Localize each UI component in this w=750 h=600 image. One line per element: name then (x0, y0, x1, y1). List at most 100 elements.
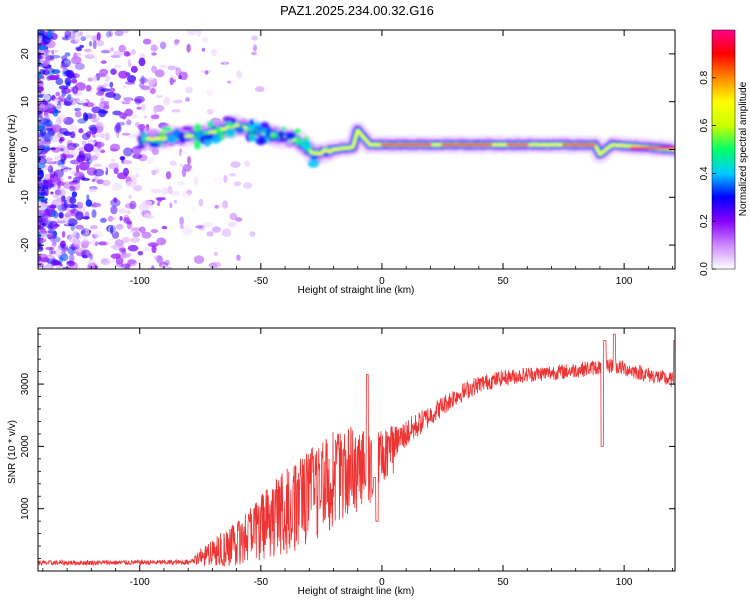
noise-blob (50, 250, 57, 255)
noise-blob (199, 224, 206, 231)
noise-blob (39, 103, 45, 109)
ridge-blob (307, 158, 320, 168)
noise-blob (100, 258, 111, 266)
noise-blob (81, 254, 88, 259)
noise-blob (96, 32, 101, 41)
noise-blob (141, 231, 152, 239)
noise-blob (78, 128, 84, 134)
colorbar-frame (711, 29, 736, 270)
noise-blob (74, 38, 81, 43)
spectrogram-x-tick-label: 100 (616, 276, 633, 287)
spectrogram-x-tick-label: -50 (254, 276, 269, 287)
noise-blob (138, 77, 149, 84)
noise-blob (106, 31, 111, 38)
spectrogram-y-tick-label: 0 (20, 146, 31, 152)
noise-blob (111, 216, 116, 221)
noise-blob (171, 109, 181, 113)
noise-blob (38, 149, 42, 155)
noise-blob (52, 109, 59, 117)
noise-blob (46, 161, 57, 165)
noise-blob (110, 68, 117, 75)
noise-blob (78, 150, 85, 156)
noise-blob (44, 216, 49, 225)
noise-blob (57, 243, 69, 251)
noise-blob (76, 47, 83, 52)
noise-blob (76, 247, 84, 253)
noise-blob (156, 237, 167, 246)
noise-blob (39, 45, 45, 51)
noise-blob (211, 48, 218, 57)
noise-blob (91, 209, 97, 218)
noise-blob (63, 168, 72, 174)
noise-blob (222, 200, 229, 209)
noise-blob (128, 125, 134, 132)
ridge-blob (222, 116, 234, 122)
noise-blob (49, 54, 61, 59)
noise-blob (138, 57, 146, 67)
noise-blob (156, 94, 164, 99)
noise-blob (110, 198, 121, 207)
noise-blob (69, 196, 77, 205)
noise-blob (39, 69, 46, 75)
noise-blob (111, 182, 123, 191)
noise-blob (124, 263, 130, 269)
noise-blob (100, 97, 105, 104)
noise-blob (235, 217, 243, 222)
ridge-blob (262, 128, 268, 138)
noise-blob (81, 177, 91, 181)
noise-blob (38, 241, 41, 248)
noise-blob (63, 199, 68, 209)
noise-blob (56, 117, 62, 125)
noise-blob (131, 227, 141, 232)
noise-blob (48, 100, 59, 106)
noise-blob (67, 246, 76, 255)
noise-blob (66, 142, 77, 151)
spectrogram-x-axis: -100 -50 0 50 100 (42, 30, 673, 287)
noise-blob (64, 30, 71, 38)
figure-title: PAZ1.2025.234.00.32.G16 (280, 3, 434, 18)
noise-blob (48, 220, 59, 230)
noise-blob (85, 102, 95, 108)
noise-blob (81, 132, 91, 141)
noise-blob (100, 217, 107, 223)
noise-blob (178, 75, 183, 80)
noise-blob (135, 171, 141, 176)
noise-blob (206, 89, 214, 97)
noise-blob (117, 224, 123, 228)
noise-blob (107, 215, 114, 222)
noise-blob (83, 143, 94, 153)
ridge-blob (135, 145, 146, 150)
noise-blob (202, 222, 213, 227)
noise-blob (147, 242, 159, 248)
noise-blob (86, 194, 90, 201)
snr-x-tick-label: 50 (497, 577, 509, 588)
noise-blob (49, 135, 61, 143)
noise-blob (59, 188, 66, 197)
noise-blob (38, 237, 44, 242)
noise-blob (227, 221, 237, 228)
noise-blob (111, 259, 115, 264)
noise-blob (72, 30, 79, 33)
ridge-blob (246, 124, 255, 131)
noise-blob (123, 85, 127, 89)
noise-blob (193, 176, 200, 186)
noise-blob (74, 171, 85, 179)
noise-blob (59, 127, 69, 135)
noise-blob (84, 34, 94, 39)
noise-blob (169, 160, 177, 166)
noise-blob (211, 226, 221, 233)
noise-blob (57, 220, 67, 224)
spectrogram-y-tick-label: -10 (20, 190, 31, 205)
noise-blob (50, 258, 58, 267)
noise-blob (55, 170, 62, 180)
noise-blob (229, 212, 238, 221)
noise-blob (84, 54, 95, 59)
noise-blob (55, 181, 65, 186)
ridge-blob (266, 127, 271, 138)
noise-blob (137, 250, 144, 256)
noise-blob (41, 215, 51, 224)
noise-blob (151, 114, 160, 120)
noise-blob (68, 65, 77, 71)
noise-blob (46, 30, 53, 38)
noise-blob (66, 260, 76, 267)
